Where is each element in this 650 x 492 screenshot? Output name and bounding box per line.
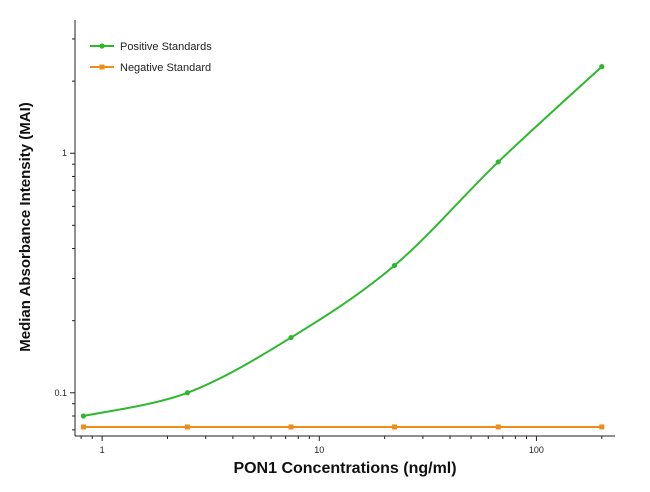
x-axis-title: PON1 Concentrations (ng/ml) [233, 460, 456, 477]
negative-standard-point [392, 424, 398, 430]
negative-standard-point [80, 424, 86, 430]
legend-label-positive-standards: Positive Standards [120, 41, 212, 53]
y-axis-title: Median Absorbance Intensity (MAI) [17, 102, 34, 351]
positive-standards-point [599, 64, 605, 70]
legend-label-negative-standard: Negative Standard [120, 62, 211, 74]
legend: Positive Standards Negative Standard [90, 41, 212, 74]
x-tick-label: 10 [314, 445, 324, 455]
x-tick-label: 100 [529, 445, 544, 455]
negative-standard-point [184, 424, 190, 430]
positive-standards-point [495, 159, 501, 165]
x-tick-label: 1 [100, 445, 105, 455]
positive-standards-point [391, 262, 398, 269]
series-layer [80, 64, 605, 430]
positive-standards-point [184, 390, 191, 396]
positive-standards-point [80, 413, 87, 419]
y-tick-label: 0.1 [54, 388, 67, 398]
axis-ticks: 1 10 100 0.1 1 [54, 38, 603, 455]
positive-standards-point [288, 334, 294, 341]
legend-marker-negative-standard [99, 64, 105, 70]
negative-standard-point [599, 424, 605, 430]
legend-marker-positive-standards [99, 43, 105, 49]
negative-standard-point [288, 424, 294, 430]
positive-standards-line [83, 65, 603, 417]
negative-standard-point [495, 424, 501, 430]
y-tick-label: 1 [62, 148, 67, 158]
